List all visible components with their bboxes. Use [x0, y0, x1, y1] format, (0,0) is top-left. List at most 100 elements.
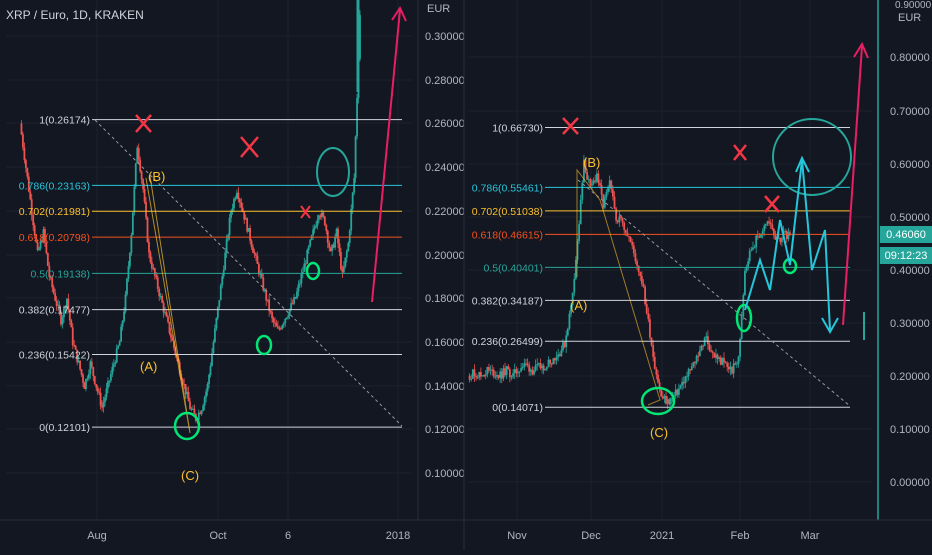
candle-body [64, 306, 67, 309]
candle-body [231, 208, 234, 212]
candle-body [777, 237, 780, 239]
candle-body [98, 391, 101, 393]
candle-body [262, 277, 265, 291]
fib-level-label: 0.786(0.23163) [19, 180, 90, 192]
candle-body [686, 376, 688, 378]
candle-body [500, 371, 503, 379]
candle-body [649, 319, 651, 338]
candle-body [599, 183, 601, 186]
candle-body [702, 345, 704, 347]
candle-body [723, 358, 725, 363]
candle-body [473, 369, 476, 377]
candle-body [750, 249, 753, 251]
candle-body [629, 237, 632, 242]
candle-body [748, 250, 751, 262]
candle-body [174, 347, 177, 355]
candle-body [238, 199, 241, 203]
candle-body [528, 365, 531, 372]
y-tick-label: 0.30000 [425, 31, 465, 43]
candle-body [351, 192, 354, 209]
candle-body [221, 276, 224, 286]
candle-body [323, 216, 326, 226]
candle-body [684, 376, 687, 384]
candle-body [652, 345, 655, 357]
candle-body [90, 361, 93, 368]
candle-body [161, 295, 164, 303]
candle-body [42, 229, 45, 243]
fib-level-label: 0(0.14071) [492, 402, 543, 414]
candle-body [471, 369, 474, 379]
y-tick-label: 0.40000 [890, 265, 930, 277]
right-chart-pane[interactable]: 1(0.66730) 0.786(0.55461) 0.702(0.51038) 0.… [463, 0, 932, 550]
candle-body [197, 412, 200, 420]
candle-body [211, 353, 213, 367]
candle-body [591, 183, 593, 186]
candle-body [773, 229, 775, 236]
candle-body [698, 350, 701, 357]
candle-body [24, 160, 27, 168]
candle-body [570, 305, 572, 314]
candle-body [274, 322, 276, 324]
candle-body [214, 328, 216, 342]
candle-body [592, 180, 595, 184]
right-axis-top-partial: 0.90000 [895, 0, 932, 11]
fib-level-label: 0.236(0.15422) [19, 350, 90, 362]
candle-body [332, 244, 335, 248]
candle-body [105, 388, 108, 398]
candle-body [744, 271, 746, 296]
right-price-axis: 0.90000 EUR 0.80000 0.70000 0.60000 0.50000… [863, 0, 932, 520]
fib-level-label: 1(0.66730) [492, 122, 543, 134]
candle-body [114, 362, 117, 365]
candle-body [218, 300, 221, 307]
candle-body [663, 395, 666, 399]
candle-body [531, 369, 534, 375]
right-target-circle-icon [772, 118, 852, 196]
left-trend-dashed-line [94, 119, 403, 427]
candle-body [735, 363, 738, 365]
candle-body [322, 212, 325, 217]
candle-body [769, 222, 772, 225]
right-price-badge: 0.46060 09:12:23 [880, 226, 932, 264]
y-tick-label: 0.16000 [425, 337, 465, 349]
candle-body [700, 345, 703, 351]
right-cross-icon-1 [562, 117, 579, 135]
candle-body [134, 163, 137, 187]
candle-body [152, 268, 155, 270]
candle-body [334, 237, 336, 248]
fib-level-label: 0.5(0.19138) [30, 268, 90, 280]
candle-body [148, 241, 150, 253]
candle-body [618, 216, 621, 223]
candle-body [30, 199, 33, 215]
candle-body [676, 389, 679, 395]
candle-body [579, 199, 582, 225]
candle-body [127, 266, 130, 279]
candle-body [761, 231, 764, 234]
candle-body [476, 377, 479, 379]
candle-body [123, 311, 125, 322]
candle-body [44, 229, 46, 243]
candle-body [338, 243, 341, 253]
right-wave-b-label: (B) [583, 155, 600, 170]
candle-body [68, 309, 71, 321]
candle-body [642, 283, 645, 287]
candle-body [505, 366, 508, 376]
candle-body [230, 211, 232, 218]
candle-body [36, 241, 39, 250]
candle-body [241, 207, 244, 212]
candle-body [39, 241, 42, 249]
candle-body [729, 366, 732, 370]
candle-body [547, 359, 550, 367]
candle-body [475, 376, 477, 378]
candle-body [544, 369, 547, 371]
left-wave-c-label: (C) [181, 468, 199, 483]
left-chart-pane[interactable]: 1(0.26174) 0.786(0.23163) 0.702(0.21981) 0.… [6, 0, 465, 542]
candle-body [216, 306, 219, 318]
candle-body [539, 363, 542, 369]
candle-body [136, 147, 139, 164]
candle-body [126, 278, 128, 295]
candle-body [605, 191, 608, 198]
candle-body [309, 239, 312, 247]
candle-body [159, 295, 162, 297]
candle-body [760, 233, 762, 238]
